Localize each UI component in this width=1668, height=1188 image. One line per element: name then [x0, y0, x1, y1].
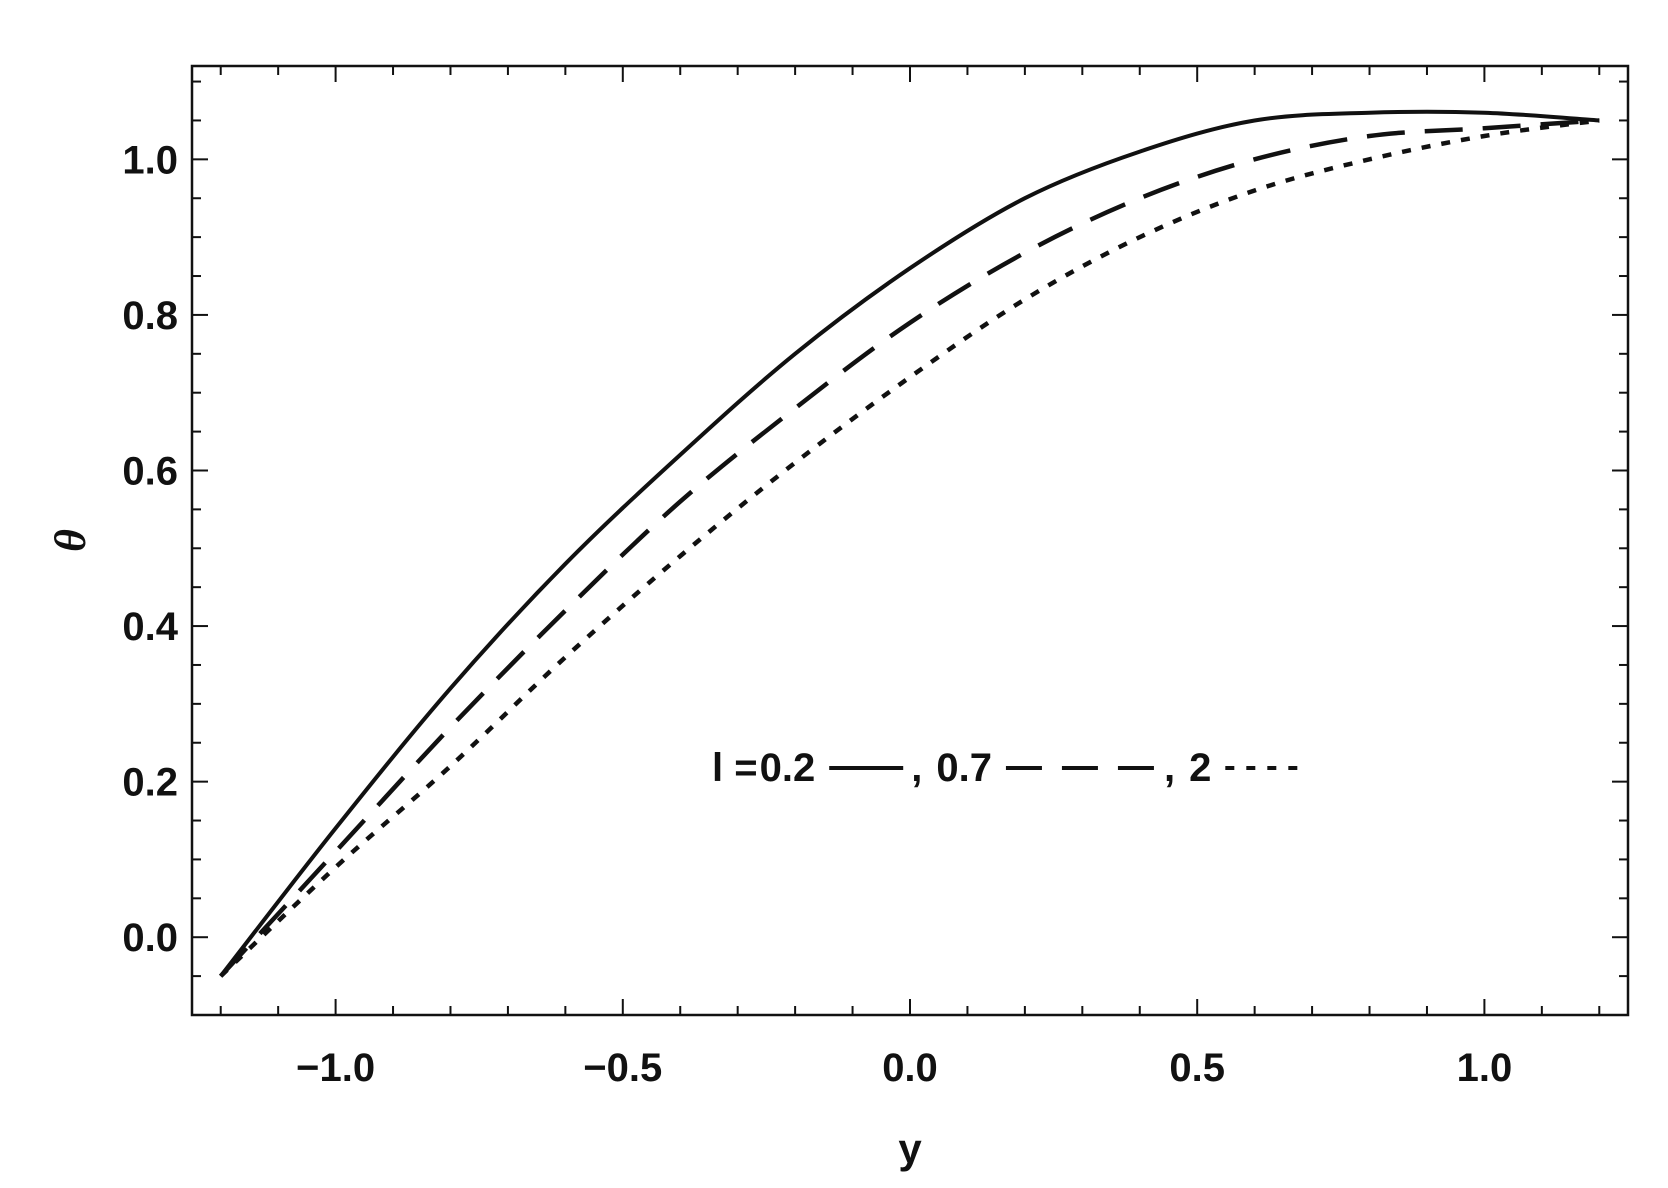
y-tick-label: 0.4: [122, 605, 178, 649]
series-line-solid: [219, 109, 1600, 978]
legend-separator: ,: [1164, 746, 1175, 790]
legend: l = 0.2, 0.7, 2: [712, 746, 1302, 790]
legend-label: 2: [1189, 746, 1211, 790]
legend-label: 0.2: [760, 746, 816, 790]
y-axis-title: θ: [46, 529, 95, 552]
x-tick-label: 1.0: [1457, 1046, 1513, 1090]
x-axis-title: y: [898, 1125, 922, 1172]
legend-separator: ,: [911, 746, 922, 790]
y-tick-label: 0.0: [122, 916, 178, 960]
series-line-dotted: [219, 118, 1600, 978]
x-tick-label: 0.5: [1169, 1046, 1225, 1090]
x-tick-label: −0.5: [583, 1046, 662, 1090]
series-lines: [219, 109, 1600, 978]
legend-prefix: l =: [712, 746, 758, 790]
x-tick-label: 0.0: [882, 1046, 938, 1090]
axis-ticks: [192, 66, 1628, 1016]
x-tick-label: −1.0: [296, 1046, 375, 1090]
y-tick-labels: 0.0 0.2 0.4 0.6 0.8 1.0: [122, 138, 178, 960]
y-tick-label: 0.2: [122, 761, 178, 805]
y-tick-label: 0.8: [122, 294, 178, 338]
series-line-dashed: [219, 118, 1600, 978]
legend-label: 0.7: [936, 746, 992, 790]
plot-frame: [190, 64, 1630, 1017]
y-tick-label: 1.0: [122, 138, 178, 182]
x-tick-labels: −1.0 −0.5 0.0 0.5 1.0: [296, 1046, 1512, 1090]
y-tick-label: 0.6: [122, 449, 178, 493]
